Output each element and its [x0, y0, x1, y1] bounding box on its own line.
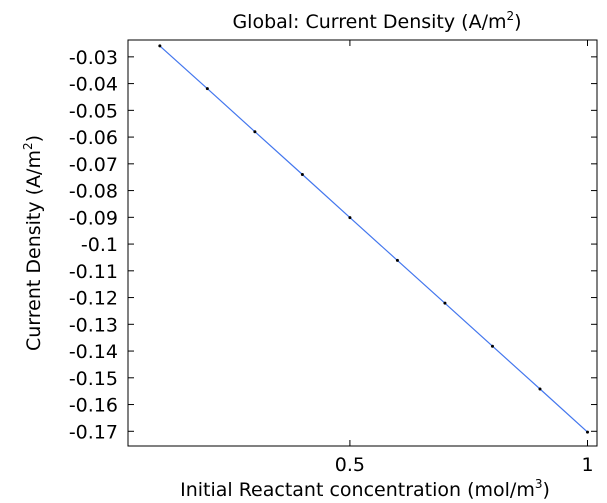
data-point	[443, 301, 447, 305]
data-point	[253, 130, 257, 134]
y-tick-label: -0.17	[69, 421, 118, 443]
x-axis-label-tail: )	[542, 479, 549, 501]
chart-title-text: Global: Current Density (A/m	[232, 11, 506, 33]
y-tick-label: -0.04	[69, 74, 118, 96]
series-layer	[158, 44, 589, 434]
plot-area	[127, 39, 598, 447]
y-tick-label: -0.09	[69, 207, 118, 229]
chart-title-tail: )	[514, 11, 521, 33]
y-tick-label: -0.08	[69, 181, 118, 203]
x-axis-label-superscript: 3	[535, 477, 543, 491]
y-tick-label: -0.05	[69, 100, 118, 122]
y-tick-label: -0.06	[69, 127, 118, 149]
y-tick-label: -0.11	[69, 261, 118, 283]
data-point	[205, 87, 209, 91]
y-tick-label: -0.03	[69, 47, 118, 69]
chart-title: Global: Current Density (A/m2)	[232, 9, 521, 33]
data-point	[158, 44, 162, 48]
series-line	[159, 45, 588, 433]
y-tick-label: -0.1	[81, 234, 118, 256]
y-tick-label: -0.15	[69, 368, 118, 390]
y-tick-label: -0.07	[69, 154, 118, 176]
data-point	[348, 216, 352, 220]
chart-title-superscript: 2	[506, 9, 514, 23]
y-axis: -0.03 -0.04 -0.05 -0.06 -0.07 -0.08 -0.09 -0.1 -…	[69, 47, 597, 443]
data-point	[395, 258, 399, 262]
y-axis-label-text: Current Density (A/m	[23, 150, 45, 351]
x-axis: 0.5 1	[335, 40, 594, 476]
data-point	[490, 344, 494, 348]
y-tick-label: -0.13	[69, 314, 118, 336]
data-point	[300, 173, 304, 177]
data-point	[585, 430, 589, 434]
x-axis-label: Initial Reactant concentration (mol/m3)	[180, 477, 550, 501]
x-axis-label-text: Initial Reactant concentration (mol/m	[180, 479, 535, 501]
y-tick-label: -0.12	[69, 288, 118, 310]
data-point	[538, 387, 542, 391]
x-tick-label: 0.5	[335, 454, 365, 476]
y-axis-label-superscript: 2	[21, 142, 35, 150]
y-axis-label: Current Density (A/m2)	[21, 135, 45, 351]
y-tick-label: -0.16	[69, 395, 118, 417]
y-tick-label: -0.14	[69, 341, 118, 363]
y-axis-label-tail: )	[23, 135, 45, 142]
x-tick-label: 1	[581, 454, 593, 476]
